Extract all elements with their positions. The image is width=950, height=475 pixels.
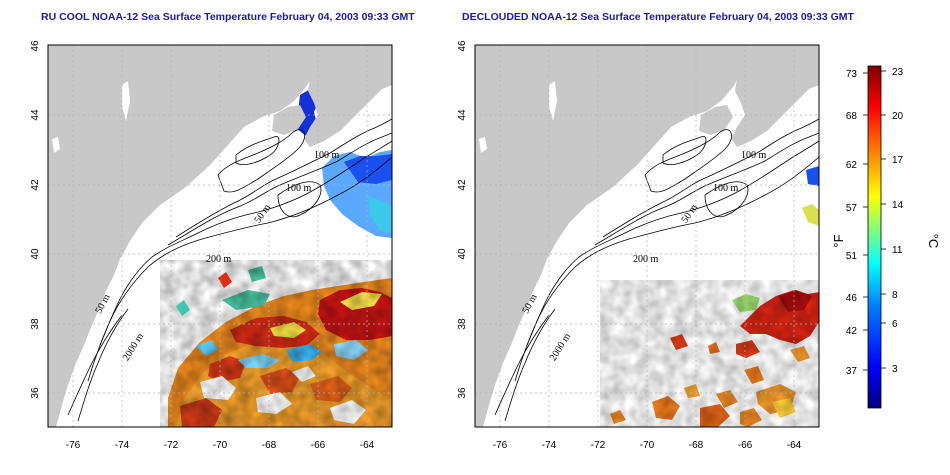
celsius-tick-label: 3	[892, 364, 898, 375]
lon-tick-label: -72	[591, 440, 606, 451]
lat-tick-label: 40	[457, 248, 468, 260]
fahrenheit-tick-label: 46	[846, 293, 858, 304]
left-map-panel: 100 m 100 m 50 m 200 m 50 m 2000 m -76 -…	[30, 40, 393, 451]
fahrenheit-unit-label: °F	[831, 234, 846, 247]
lat-tick-label: 36	[457, 387, 468, 399]
celsius-tick-label: 8	[892, 290, 898, 301]
lon-tick-label: -64	[360, 440, 375, 451]
lon-tick-label: -72	[164, 440, 179, 451]
left-map-grid	[48, 45, 392, 427]
celsius-tick-label: 17	[892, 155, 904, 166]
lat-tick-label: 44	[457, 109, 468, 121]
left-sst-field	[160, 88, 392, 427]
lon-tick-label: -70	[640, 440, 655, 451]
fahrenheit-tick-label: 42	[846, 326, 858, 337]
lon-tick-label: -70	[213, 440, 228, 451]
right-map-x-ticks: -76 -74 -72 -70 -68 -66 -64	[493, 440, 802, 451]
lat-tick-label: 40	[30, 248, 41, 260]
right-map-frame	[474, 44, 820, 428]
celsius-tick-label: 14	[892, 200, 904, 211]
lon-tick-label: -74	[542, 440, 557, 451]
lat-tick-label: 46	[30, 40, 41, 52]
lat-tick-label: 38	[30, 318, 41, 330]
colorbar-gradient	[867, 65, 882, 409]
right-sst-field	[600, 166, 819, 427]
left-map-y-ticks: 36 38 40 42 44 46	[30, 40, 41, 399]
fahrenheit-tick-label: 68	[846, 111, 858, 122]
right-contour-label: 200 m	[633, 254, 659, 265]
fahrenheit-tick-label: 73	[846, 69, 858, 80]
lon-tick-label: -68	[689, 440, 704, 451]
fahrenheit-tick-label: 37	[846, 366, 858, 377]
left-map-title: RU COOL NOAA-12 Sea Surface Temperature …	[41, 11, 415, 23]
lon-tick-label: -66	[311, 440, 326, 451]
left-map-frame	[47, 44, 393, 428]
lat-tick-label: 44	[30, 109, 41, 121]
celsius-tick-label: 11	[892, 245, 903, 256]
left-contour-label: 100 m	[314, 150, 340, 161]
right-map-y-ticks: 36 38 40 42 44 46	[457, 40, 468, 399]
right-contour-label: 100 m	[741, 150, 767, 161]
lat-tick-label: 36	[30, 387, 41, 399]
lon-tick-label: -74	[115, 440, 130, 451]
celsius-unit-label: °C	[926, 234, 941, 249]
right-contour-label: 100 m	[713, 183, 739, 194]
celsius-tick-label: 23	[892, 67, 904, 78]
fahrenheit-tick-label: 62	[846, 160, 858, 171]
left-contour-label: 100 m	[286, 183, 312, 194]
right-map-panel: 100 m 100 m 50 m 200 m 50 m 2000 m -76 -…	[457, 40, 820, 451]
left-map-x-ticks: -76 -74 -72 -70 -68 -66 -64	[66, 440, 375, 451]
lon-tick-label: -68	[262, 440, 277, 451]
lat-tick-label: 38	[457, 318, 468, 330]
lon-tick-label: -66	[738, 440, 753, 451]
lat-tick-label: 42	[457, 179, 468, 191]
celsius-tick-label: 6	[892, 319, 898, 330]
fahrenheit-tick-label: 51	[846, 251, 858, 262]
lat-tick-label: 42	[30, 179, 41, 191]
lon-tick-label: -64	[787, 440, 802, 451]
right-map-title: DECLOUDED NOAA-12 Sea Surface Temperatur…	[462, 11, 854, 23]
right-map-grid	[475, 45, 819, 427]
left-contour-label: 200 m	[206, 254, 232, 265]
celsius-tick-label: 20	[892, 111, 904, 122]
fahrenheit-tick-label: 57	[846, 203, 858, 214]
lat-tick-label: 46	[457, 40, 468, 52]
lon-tick-label: -76	[493, 440, 508, 451]
temperature-colorbar: 73 68 62 57 51 46 42 37 23 20 17 14 11 8…	[831, 65, 941, 409]
lon-tick-label: -76	[66, 440, 81, 451]
